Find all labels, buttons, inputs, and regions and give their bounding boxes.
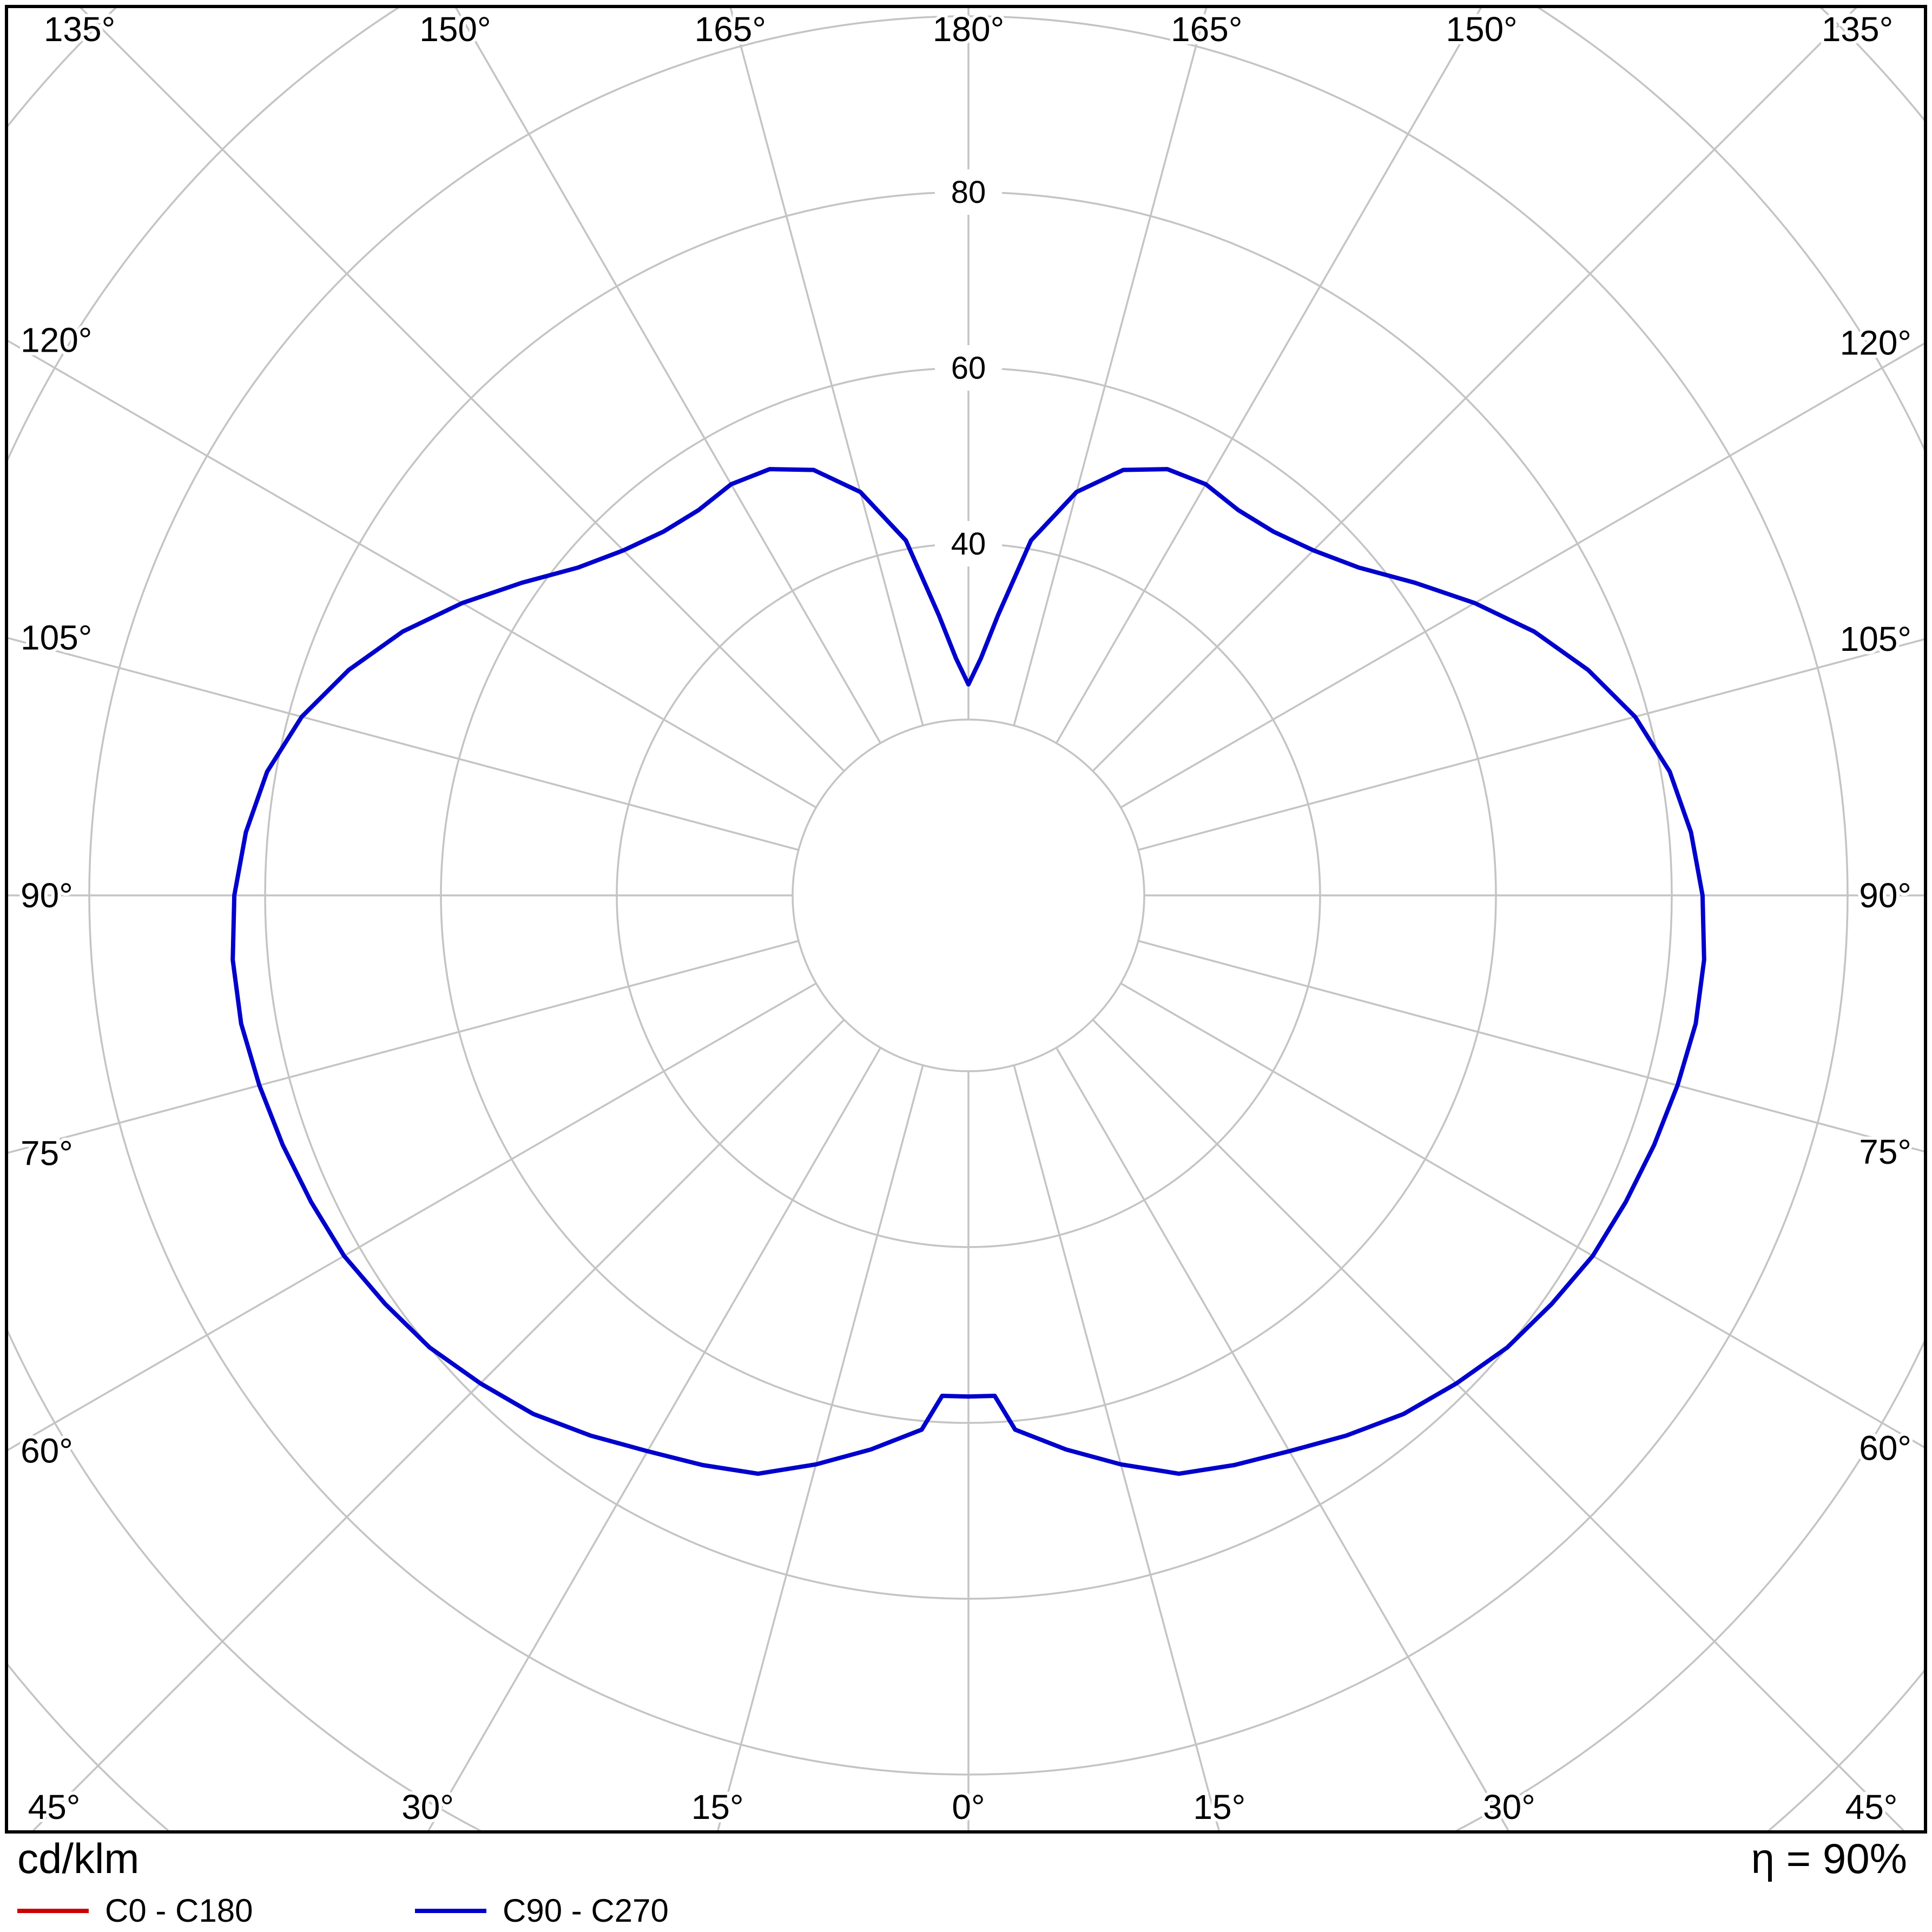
grid-spoke bbox=[1055, 1047, 1511, 1832]
grid-spoke bbox=[6, 940, 799, 1155]
grid-spoke bbox=[1092, 6, 1859, 772]
angle-label: 30° bbox=[1483, 1788, 1535, 1827]
legend: C0 - C180 C90 - C270 bbox=[17, 1894, 1857, 1931]
ring-label: 60 bbox=[951, 351, 986, 386]
angle-label: 165° bbox=[695, 10, 766, 49]
angle-label: 90° bbox=[21, 876, 73, 915]
angle-label: 120° bbox=[21, 320, 92, 359]
angle-labels: 0° 15° 15° 30° 30° 45° 45° 60° 60° 75° 75° 90° 90° 10… bbox=[17, 6, 1915, 1830]
grid-spoke bbox=[6, 636, 799, 851]
angle-label: 15° bbox=[1193, 1788, 1245, 1827]
legend-label-c0-c180: C0 - C180 bbox=[105, 1893, 253, 1929]
grid-spoke bbox=[1055, 6, 1483, 744]
ring-label: 40 bbox=[951, 526, 986, 562]
ring-labels: 40 60 80 bbox=[935, 169, 1002, 566]
angle-label: 45° bbox=[28, 1788, 81, 1827]
grid-spoke bbox=[1138, 940, 1926, 1153]
grid-spoke bbox=[30, 1019, 845, 1832]
angle-label: 135° bbox=[44, 10, 115, 49]
angle-label: 90° bbox=[1859, 876, 1911, 915]
grid-spoke bbox=[1013, 1065, 1221, 1832]
angle-label: 150° bbox=[1446, 10, 1517, 49]
grid-spoke bbox=[1092, 1019, 1907, 1832]
grid-spoke bbox=[729, 6, 924, 726]
grid-spoke bbox=[6, 339, 817, 809]
ring-label-backing bbox=[935, 345, 1002, 391]
angle-label: 75° bbox=[21, 1133, 73, 1172]
angle-label: 150° bbox=[419, 10, 491, 49]
legend-item-c0-c180: C0 - C180 bbox=[17, 1894, 253, 1928]
angle-label: 30° bbox=[401, 1788, 454, 1827]
plot-border bbox=[5, 5, 1927, 1834]
angle-label: 45° bbox=[1845, 1788, 1898, 1827]
grid-spoke bbox=[78, 6, 845, 772]
angle-label: 180° bbox=[933, 10, 1004, 49]
angle-label: 75° bbox=[1859, 1132, 1911, 1171]
grid-spoke bbox=[426, 1047, 882, 1832]
legend-label-c90-c270: C90 - C270 bbox=[503, 1893, 669, 1929]
grid-spoke bbox=[1120, 982, 1926, 1449]
legend-line-blue bbox=[415, 1909, 486, 1913]
angle-label: 60° bbox=[21, 1432, 73, 1471]
legend-item-c90-c270: C90 - C270 bbox=[415, 1894, 669, 1928]
grid-spoke bbox=[1013, 6, 1208, 726]
grid-spoke bbox=[6, 982, 817, 1452]
grid-spoke bbox=[1138, 638, 1926, 851]
angle-label: 105° bbox=[1840, 619, 1911, 658]
ring-label-backing bbox=[935, 169, 1002, 215]
grid-spoke bbox=[1120, 341, 1926, 809]
angle-label: 0° bbox=[952, 1788, 985, 1827]
units-label: cd/klm bbox=[17, 1835, 140, 1882]
angle-label: 120° bbox=[1840, 324, 1911, 362]
angle-label: 60° bbox=[1859, 1428, 1911, 1467]
intensity-curve bbox=[230, 467, 1706, 1476]
grid-ring bbox=[792, 718, 1145, 1072]
ring-label: 80 bbox=[951, 175, 986, 210]
angle-label: 15° bbox=[691, 1788, 744, 1827]
grid-spoke bbox=[716, 1065, 924, 1832]
grid-spoke bbox=[454, 6, 882, 744]
efficiency-label: η = 90% bbox=[1751, 1835, 1907, 1882]
legend-line-red bbox=[17, 1909, 89, 1913]
angle-label: 135° bbox=[1822, 10, 1893, 49]
angle-label: 165° bbox=[1171, 10, 1242, 49]
angle-label: 105° bbox=[21, 618, 92, 657]
curves bbox=[230, 467, 1706, 1476]
ring-label-backing bbox=[935, 521, 1002, 566]
